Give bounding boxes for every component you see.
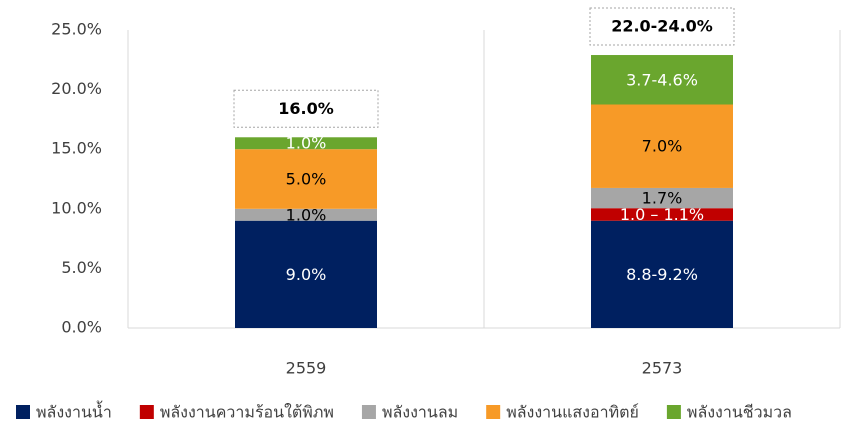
legend-label: พลังงานลม — [382, 403, 458, 422]
data-label: 1.0 – 1.1% — [620, 205, 704, 224]
legend-label: พลังงานแสงอาทิตย์ — [506, 403, 639, 422]
legend-label: พลังงานน้ำ — [36, 401, 112, 422]
total-label: 16.0% — [278, 99, 334, 118]
bar-segment — [591, 55, 733, 105]
y-tick-label: 15.0% — [51, 139, 102, 158]
legend-swatch — [139, 405, 154, 419]
y-tick-label: 0.0% — [61, 318, 102, 337]
x-tick-label: 2559 — [286, 359, 327, 378]
y-tick-label: 25.0% — [51, 20, 102, 39]
legend-swatch — [486, 405, 501, 419]
bar-segment — [591, 187, 733, 209]
legend-swatch — [16, 405, 30, 419]
data-label: 1.0% — [286, 134, 327, 153]
data-label: 1.7% — [642, 189, 683, 208]
data-label: 3.7-4.6% — [626, 70, 698, 89]
total-label: 22.0-24.0% — [611, 17, 713, 36]
legend-swatch — [361, 405, 376, 419]
data-label: 8.8-9.2% — [626, 265, 698, 284]
bar-segment — [591, 220, 733, 328]
data-label: 9.0% — [286, 265, 327, 284]
x-tick-label: 2573 — [642, 359, 683, 378]
data-label: 5.0% — [286, 170, 327, 189]
total-box — [589, 7, 735, 46]
legend-swatch — [666, 405, 681, 419]
bar-segment — [235, 220, 377, 328]
y-tick-label: 5.0% — [61, 258, 102, 277]
bar-segment — [591, 104, 733, 188]
legend-label: พลังงานความร้อนใต้พิภพ — [160, 403, 334, 422]
total-box — [233, 89, 379, 128]
bar-segment — [591, 208, 733, 221]
bar-segment — [235, 149, 377, 209]
data-label: 1.0% — [286, 205, 327, 224]
bar-segment — [235, 137, 377, 150]
y-tick-label: 10.0% — [51, 198, 102, 217]
legend-label: พลังงานชีวมวล — [687, 403, 792, 422]
y-tick-label: 20.0% — [51, 79, 102, 98]
bar-segment — [235, 208, 377, 221]
data-label: 7.0% — [642, 137, 683, 156]
